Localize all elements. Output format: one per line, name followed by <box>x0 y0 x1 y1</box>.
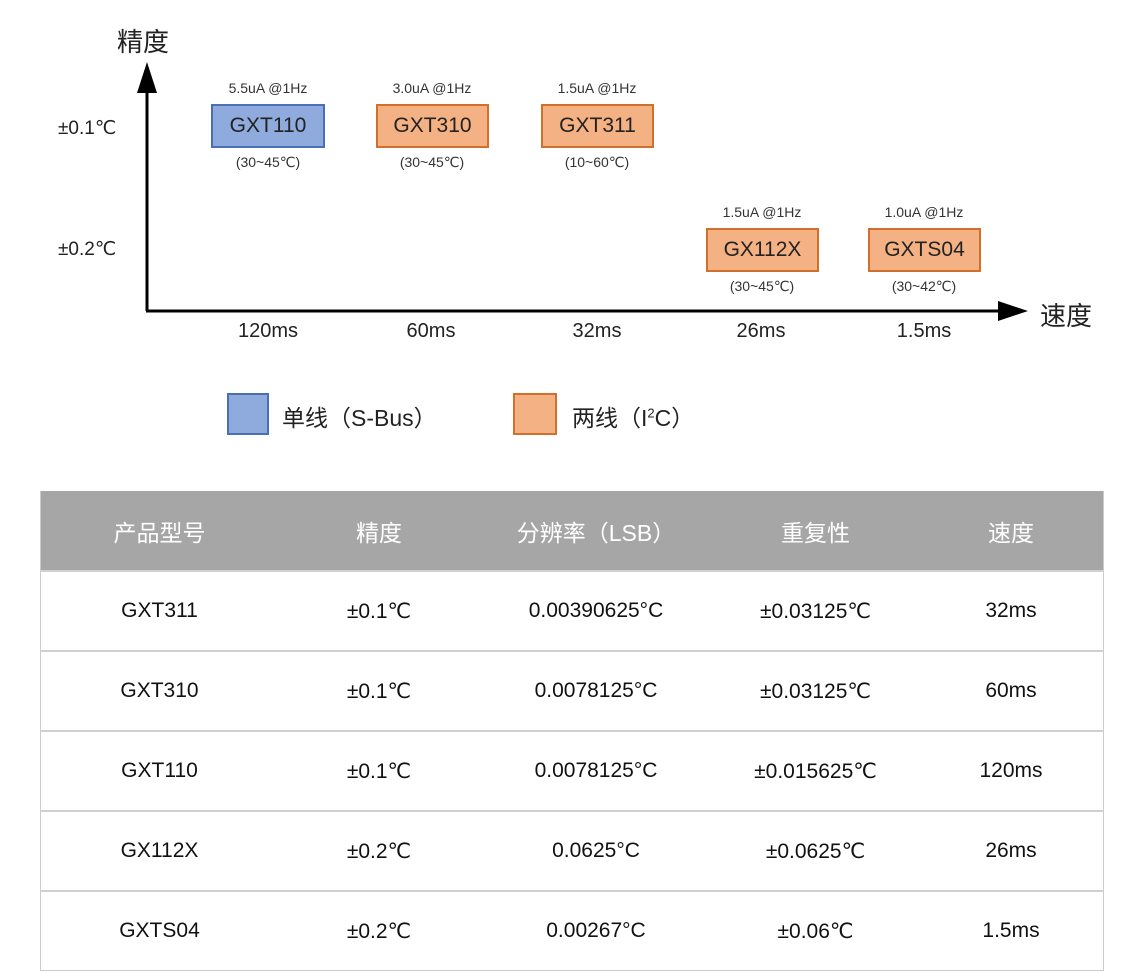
table-cell: ±0.1℃ <box>278 570 480 651</box>
x-axis-label: 速度 <box>1040 301 1093 331</box>
table-cell: ±0.1℃ <box>278 650 480 731</box>
table-cell: 120ms <box>919 730 1104 811</box>
table-row: GXT311 ±0.1℃ 0.00390625°C ±0.03125℃ 32ms <box>40 570 1104 651</box>
product-range: (30~45℃) <box>399 154 465 170</box>
x-tick: 26ms <box>736 320 786 342</box>
product-box-gxts04: GXTS04 <box>868 228 981 272</box>
product-box-gxt310: GXT310 <box>376 104 489 148</box>
x-tick: 60ms <box>406 320 456 342</box>
table-cell: ±0.03125℃ <box>712 570 919 651</box>
table-cell: GXT310 <box>40 650 278 731</box>
column-header: 产品型号 <box>40 491 278 571</box>
table-cell: ±0.2℃ <box>278 810 480 891</box>
table-row: GXTS04 ±0.2℃ 0.00267°C ±0.06℃ 1.5ms <box>40 890 1104 971</box>
table-cell: ±0.015625℃ <box>712 730 919 811</box>
table-cell: ±0.06℃ <box>712 890 919 971</box>
table-cell: 0.0625°C <box>480 810 712 891</box>
table-cell: 0.0078125°C <box>480 650 712 731</box>
product-current: 1.5uA @1Hz <box>557 80 637 96</box>
y-tick: ±0.1℃ <box>58 118 117 139</box>
product-range: (10~60℃) <box>564 154 630 170</box>
product-current: 1.5uA @1Hz <box>722 204 802 220</box>
table-cell: GXT110 <box>40 730 278 811</box>
table-cell: 0.00390625°C <box>480 570 712 651</box>
column-header: 重复性 <box>712 491 919 571</box>
table-row: GX112X ±0.2℃ 0.0625°C ±0.0625℃ 26ms <box>40 810 1104 891</box>
column-header: 分辨率（LSB） <box>480 491 712 571</box>
spec-table: 产品型号 精度 分辨率（LSB） 重复性 速度 GXT311 ±0.1℃ 0.003… <box>40 491 1104 971</box>
product-range: (30~45℃) <box>235 154 301 170</box>
axes <box>137 62 1028 321</box>
product-range: (30~45℃) <box>729 278 795 294</box>
x-tick: 120ms <box>237 320 299 342</box>
product-current: 1.0uA @1Hz <box>884 204 964 220</box>
x-tick: 32ms <box>572 320 622 342</box>
y-axis-arrow <box>137 62 157 93</box>
legend-label-single-wire: 单线（S-Bus） <box>282 405 437 431</box>
product-current: 5.5uA @1Hz <box>228 80 308 96</box>
table-cell: 1.5ms <box>919 890 1104 971</box>
product-box-gx112x: GX112X <box>706 228 819 272</box>
table-header-row: 产品型号 精度 分辨率（LSB） 重复性 速度 <box>40 491 1104 571</box>
column-header: 精度 <box>278 491 480 571</box>
table-cell: GXTS04 <box>40 890 278 971</box>
legend-swatch-two-wire <box>513 393 557 435</box>
table-cell: 60ms <box>919 650 1104 731</box>
table-cell: GX112X <box>40 810 278 891</box>
legend-label-two-wire: 两线（I2C） <box>572 405 695 431</box>
table-cell: ±0.03125℃ <box>712 650 919 731</box>
column-header: 速度 <box>919 491 1104 571</box>
product-box-gxt110: GXT110 <box>211 104 325 148</box>
table-cell: ±0.1℃ <box>278 730 480 811</box>
product-range: (30~42℃) <box>891 278 957 294</box>
table-cell: 0.00267°C <box>480 890 712 971</box>
y-tick: ±0.2℃ <box>58 239 117 260</box>
table-row: GXT110 ±0.1℃ 0.0078125°C ±0.015625℃ 120ms <box>40 730 1104 811</box>
table-cell: 32ms <box>919 570 1104 651</box>
x-axis-arrow <box>998 301 1028 321</box>
table-cell: 26ms <box>919 810 1104 891</box>
product-current: 3.0uA @1Hz <box>392 80 472 96</box>
table-cell: 0.0078125°C <box>480 730 712 811</box>
table-cell: ±0.2℃ <box>278 890 480 971</box>
product-box-gxt311: GXT311 <box>541 104 654 148</box>
table-cell: ±0.0625℃ <box>712 810 919 891</box>
y-axis-label: 精度 <box>117 27 170 57</box>
x-tick: 1.5ms <box>896 320 952 342</box>
table-cell: GXT311 <box>40 570 278 651</box>
legend-swatch-single-wire <box>227 393 269 435</box>
table-row: GXT310 ±0.1℃ 0.0078125°C ±0.03125℃ 60ms <box>40 650 1104 731</box>
